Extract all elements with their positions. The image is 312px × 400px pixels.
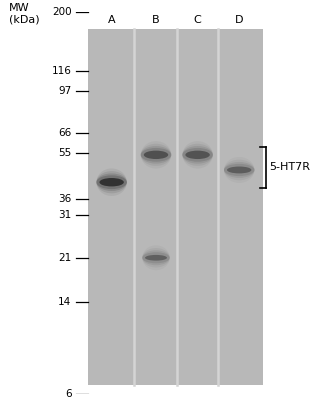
Text: 14: 14	[58, 297, 71, 307]
Ellipse shape	[142, 248, 170, 268]
Ellipse shape	[141, 144, 171, 166]
Ellipse shape	[142, 250, 170, 265]
Ellipse shape	[96, 168, 127, 196]
Ellipse shape	[96, 171, 127, 193]
Text: 21: 21	[58, 253, 71, 263]
Text: 97: 97	[58, 86, 71, 96]
Ellipse shape	[182, 146, 213, 164]
Text: MW
(kDa): MW (kDa)	[9, 3, 40, 25]
Text: 200: 200	[52, 7, 71, 17]
Text: 5-HT7R: 5-HT7R	[269, 162, 310, 172]
Text: D: D	[235, 15, 243, 25]
Ellipse shape	[141, 148, 171, 162]
Ellipse shape	[224, 162, 255, 178]
Text: 116: 116	[51, 66, 71, 76]
Text: B: B	[152, 15, 160, 25]
Ellipse shape	[144, 151, 168, 159]
Text: 6: 6	[65, 389, 71, 399]
Ellipse shape	[141, 146, 171, 164]
Ellipse shape	[224, 160, 255, 180]
Ellipse shape	[182, 144, 213, 166]
Ellipse shape	[96, 174, 127, 191]
Ellipse shape	[185, 151, 210, 159]
Ellipse shape	[100, 178, 124, 186]
Text: C: C	[194, 15, 202, 25]
Ellipse shape	[227, 166, 251, 174]
Text: 31: 31	[58, 210, 71, 220]
Text: A: A	[108, 15, 115, 25]
Ellipse shape	[224, 164, 255, 176]
Ellipse shape	[182, 148, 213, 162]
Bar	[88, 29, 263, 385]
Ellipse shape	[145, 255, 167, 261]
Text: 36: 36	[58, 194, 71, 204]
Ellipse shape	[142, 252, 170, 263]
Ellipse shape	[96, 175, 127, 189]
Text: 66: 66	[58, 128, 71, 138]
Text: 55: 55	[58, 148, 71, 158]
